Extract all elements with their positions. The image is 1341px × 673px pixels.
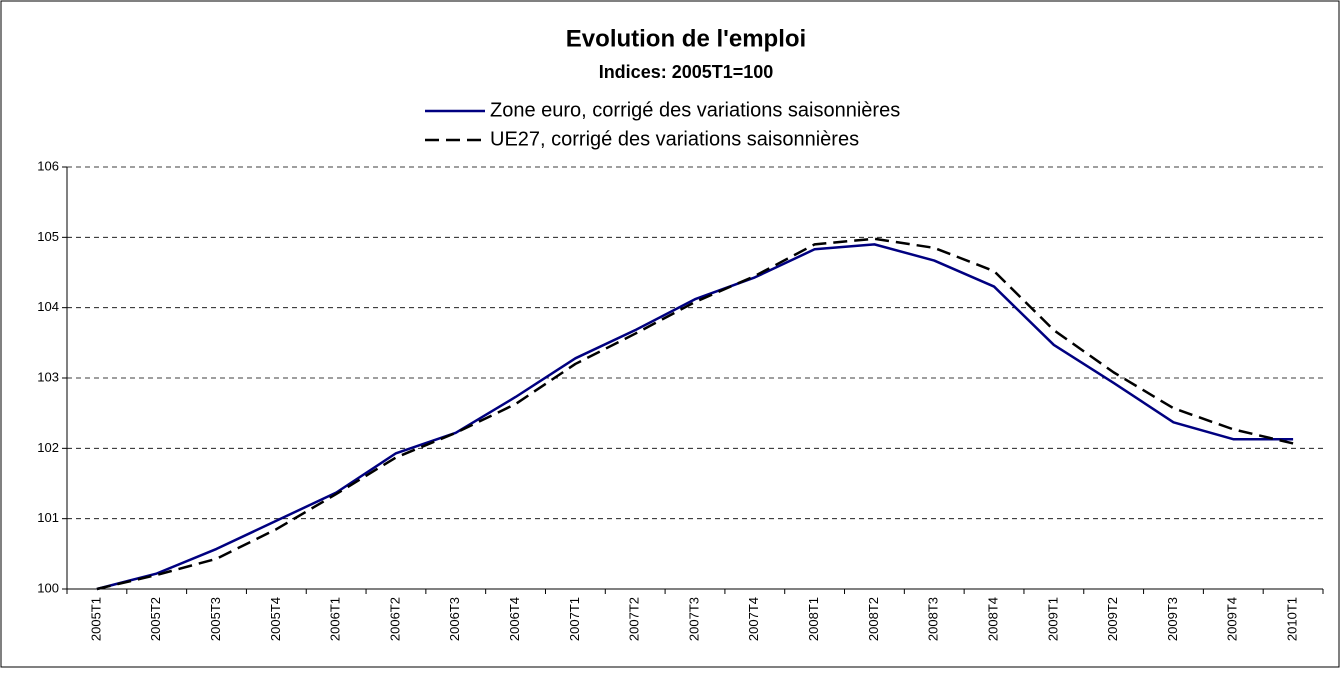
y-tick-label: 102 [37,440,59,455]
y-tick-label: 101 [37,510,59,525]
chart-title: Evolution de l'emploi [566,25,806,52]
x-tick-label: 2005T1 [88,597,103,641]
x-tick-label: 2006T4 [507,597,522,641]
x-tick-label: 2005T3 [208,597,223,641]
y-tick-label: 104 [37,299,59,314]
y-tick-label: 100 [37,580,59,595]
legend-label: UE27, corrigé des variations saisonnière… [490,128,859,150]
x-tick-label: 2008T2 [866,597,881,641]
x-tick-label: 2008T3 [926,597,941,641]
x-tick-label: 2006T3 [447,597,462,641]
x-tick-label: 2006T2 [387,597,402,641]
legend-label: Zone euro, corrigé des variations saison… [490,99,900,121]
x-tick-label: 2007T4 [746,597,761,641]
x-tick-label: 2008T1 [806,597,821,641]
x-tick-label: 2009T2 [1105,597,1120,641]
y-tick-label: 103 [37,369,59,384]
series-line [96,237,1294,591]
x-tick-label: 2008T4 [985,597,1000,641]
series-line [96,243,1294,591]
x-tick-label: 2009T1 [1045,597,1060,641]
x-tick-label: 2005T2 [148,597,163,641]
y-tick-label: 106 [37,158,59,173]
y-tick-label: 105 [37,229,59,244]
x-tick-label: 2009T4 [1225,597,1240,641]
x-tick-label: 2009T3 [1165,597,1180,641]
x-tick-label: 2007T1 [567,597,582,641]
x-tick-label: 2005T4 [268,597,283,641]
x-tick-label: 2006T1 [328,597,343,641]
chart-subtitle: Indices: 2005T1=100 [599,62,774,82]
x-tick-label: 2007T2 [627,597,642,641]
x-tick-label: 2010T1 [1285,597,1300,641]
x-tick-label: 2007T3 [686,597,701,641]
